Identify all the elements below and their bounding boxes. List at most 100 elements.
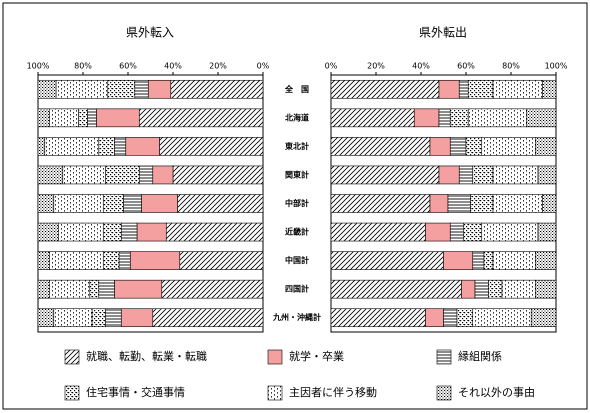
legend-swatch [267, 349, 283, 365]
bar-segment [542, 79, 557, 99]
bar-segment [123, 194, 142, 213]
bar-segment [456, 308, 474, 328]
bar-segment [102, 251, 120, 270]
bar-segment [37, 137, 46, 156]
x-tick-label: 80% [74, 62, 92, 71]
legend-swatch [64, 349, 80, 365]
bar-segment [129, 251, 181, 270]
bar-segment [330, 165, 440, 185]
bar-segment [105, 308, 122, 328]
bar-segment [138, 108, 264, 128]
bar-segment [120, 308, 154, 328]
legend-label: 住宅事情・交通事情 [86, 385, 185, 399]
chart-title: 県外転入 [126, 26, 174, 40]
bar-segment [467, 79, 494, 99]
legend-swatch [436, 385, 452, 401]
bar-segment [78, 108, 88, 128]
bar-segment [57, 222, 104, 242]
bar-segment [107, 79, 136, 99]
legend-swatch [64, 385, 80, 401]
category-label: 全 国 [284, 84, 309, 94]
bar-segment [330, 251, 444, 270]
bar-segment [492, 194, 543, 213]
bar-segment [449, 108, 469, 128]
bar-segment [138, 165, 154, 185]
legend-swatch [436, 349, 452, 365]
x-tick-label: 20% [209, 62, 227, 71]
bar-segment [152, 308, 264, 328]
bar-segment [330, 79, 440, 99]
x-tick-label: 20% [367, 62, 385, 71]
bar-segment [37, 222, 59, 242]
bar-segment [114, 279, 163, 299]
x-tick-label: 40% [164, 62, 182, 71]
bar-segment [98, 279, 115, 299]
bar-segment [425, 222, 451, 242]
x-tick-label: 100% [27, 62, 50, 71]
bar-segment [37, 79, 57, 99]
bar-segment [37, 165, 64, 185]
bar-segment [48, 108, 79, 128]
bar-segment [62, 165, 106, 185]
x-tick-label: 60% [457, 62, 475, 71]
bar-segment [467, 108, 528, 128]
bar-segment [55, 79, 109, 99]
bar-segment [481, 222, 539, 242]
bar-segment [488, 279, 503, 299]
bar-segment [481, 137, 537, 156]
bar-segment [447, 194, 471, 213]
bar-segment [330, 308, 426, 328]
bar-segment [37, 251, 50, 270]
bar-segment [530, 308, 557, 328]
bar-segment [461, 279, 476, 299]
bar-segment [330, 137, 431, 156]
chart-title: 県外転出 [419, 26, 467, 40]
bar-segment [330, 222, 426, 242]
bar-segment [48, 251, 104, 270]
bar-segment [87, 108, 97, 128]
category-label: 北海道 [285, 112, 309, 122]
bar-segment [474, 279, 489, 299]
bar-segment [463, 222, 483, 242]
bar-segment [429, 194, 449, 213]
bar-segment [98, 137, 115, 156]
legend-swatch [267, 385, 283, 401]
bar-segment [102, 222, 122, 242]
bar-segment [165, 222, 264, 242]
x-tick-label: 0% [325, 62, 338, 71]
bar-segment [492, 251, 537, 270]
bar-segment [152, 165, 174, 185]
bar-segment [161, 279, 264, 299]
bar-segment [438, 165, 460, 185]
bar-segment [91, 308, 106, 328]
bar-segment [542, 194, 557, 213]
bar-segment [170, 79, 264, 99]
category-label: 中部計 [285, 198, 309, 208]
bar-segment [159, 137, 264, 156]
bar-segment [483, 251, 494, 270]
bar-segment [429, 137, 451, 156]
bar-segment [443, 251, 474, 270]
bar-segment [48, 279, 91, 299]
bar-segment [458, 79, 469, 99]
bar-segment [114, 137, 127, 156]
x-tick-label: 100% [545, 62, 568, 71]
bar-segment [537, 222, 557, 242]
bar-segment [472, 251, 485, 270]
category-label: 中国計 [285, 255, 309, 265]
x-tick-label: 80% [502, 62, 520, 71]
legend-label: 主因者に伴う移動 [289, 385, 377, 399]
bar-segment [53, 308, 93, 328]
bar-segment [147, 79, 172, 99]
bar-segment [438, 79, 460, 99]
bar-segment [53, 194, 104, 213]
bar-segment [44, 137, 100, 156]
bar-segment [118, 251, 131, 270]
legend-label: 就職、転勤、転業・転職 [86, 349, 207, 363]
bar-segment [492, 79, 543, 99]
x-tick-label: 0% [257, 62, 270, 71]
bar-segment [134, 79, 149, 99]
bar-segment [537, 165, 557, 185]
